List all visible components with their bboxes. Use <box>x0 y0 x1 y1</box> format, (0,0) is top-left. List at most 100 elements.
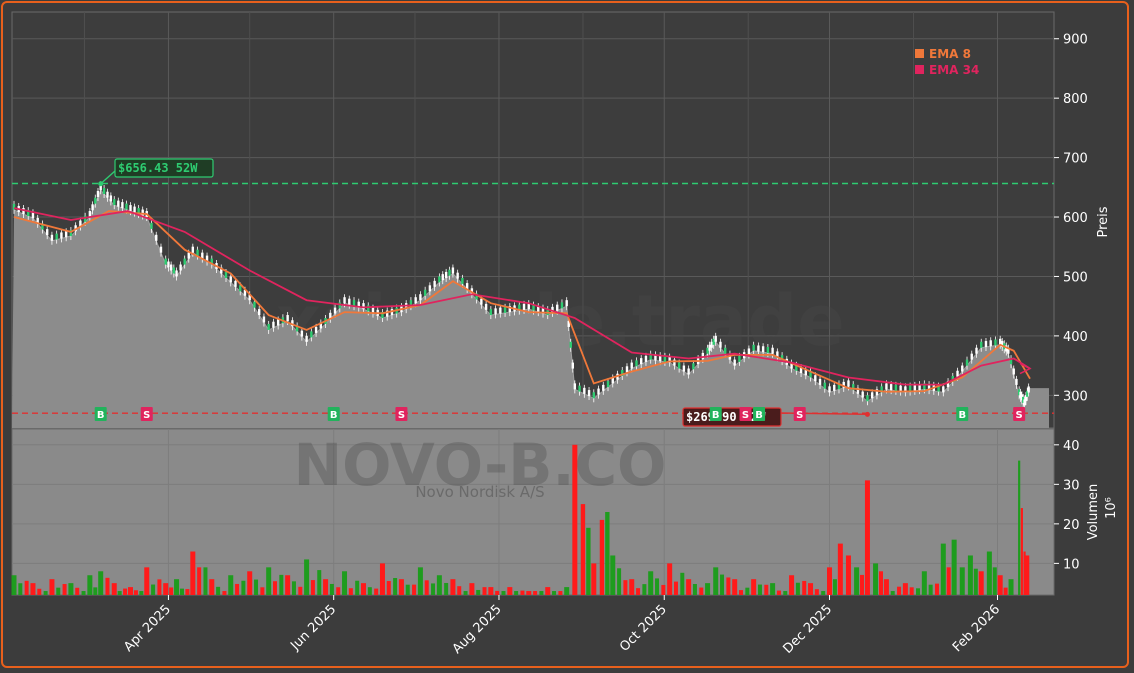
volume-bar <box>457 586 462 595</box>
sell-signal-marker <box>1013 407 1026 421</box>
volume-bar <box>272 581 277 595</box>
volume-bar <box>783 591 788 595</box>
candle-body <box>989 340 992 347</box>
candle-body <box>885 383 888 390</box>
volume-bar <box>648 571 654 595</box>
candle-body <box>428 285 432 292</box>
price-tick-label: 500 <box>1063 270 1088 285</box>
candle-body <box>367 305 370 312</box>
volume-bar <box>37 588 42 595</box>
volume-bar <box>564 587 570 595</box>
candle-body <box>276 319 280 326</box>
buy-signal-marker <box>327 407 340 421</box>
volume-bar <box>623 580 628 595</box>
high-annotation-point <box>98 181 104 187</box>
volume-bar <box>1008 579 1014 595</box>
candle-body <box>937 385 940 392</box>
candle-body <box>133 206 136 213</box>
volume-bar <box>266 567 272 595</box>
volume-bar <box>123 588 128 595</box>
candle-body <box>970 353 973 360</box>
volume-bar <box>348 588 353 595</box>
volume-bar <box>580 504 586 595</box>
candle-body <box>314 326 318 333</box>
candle-body <box>894 384 898 391</box>
sell-signal-marker <box>739 407 752 421</box>
legend-swatch-ema8 <box>915 49 924 58</box>
price-area-fill <box>12 190 1049 428</box>
volume-bar <box>967 555 973 595</box>
signal-label: S <box>1016 410 1023 421</box>
candle-body <box>961 365 964 372</box>
candle-body <box>712 338 715 345</box>
candle-body <box>310 331 313 338</box>
volume-bar <box>586 527 591 595</box>
candle-body <box>677 362 681 369</box>
candle-body <box>381 312 384 319</box>
candle-body <box>88 211 92 218</box>
watermark-ticker: NOVO-B.CO <box>294 431 667 499</box>
candle-body <box>875 389 879 396</box>
volume-tick-label: 30 <box>1063 478 1080 493</box>
candle-body <box>438 276 441 283</box>
candle-body <box>1022 396 1025 403</box>
candle-body <box>757 345 760 352</box>
volume-bar <box>921 571 927 595</box>
candle-body <box>560 302 564 309</box>
watermark-company: Novo Nordisk A/S <box>415 483 544 501</box>
ema-lines <box>13 207 1032 393</box>
volume-bar <box>986 551 992 595</box>
candle-body <box>352 300 356 307</box>
volume-bar <box>169 587 174 595</box>
candle-body <box>220 267 223 274</box>
volume-bar <box>405 584 410 595</box>
signal-label: B <box>330 410 338 421</box>
candle-body <box>747 348 751 355</box>
volume-bar <box>30 583 36 595</box>
candle-body <box>733 359 736 366</box>
candle-body <box>980 341 983 348</box>
volume-bar <box>909 587 914 595</box>
candle-body <box>611 377 614 384</box>
volume-bar <box>864 480 870 595</box>
candle-body <box>918 384 921 391</box>
candle-body <box>262 316 266 323</box>
signal-label: B <box>958 410 966 421</box>
volume-bar <box>739 590 744 595</box>
candle-body <box>461 277 464 284</box>
candle-body <box>714 335 717 342</box>
candle-body <box>91 204 94 211</box>
high-annotation-arrow <box>100 170 116 185</box>
volume-bar <box>424 580 429 595</box>
candle-body <box>719 341 722 348</box>
volume-bar <box>599 519 605 595</box>
candle-body <box>243 289 247 296</box>
volume-bar <box>751 579 757 595</box>
volume-tick-label: 20 <box>1063 518 1080 533</box>
candle-body <box>60 232 63 239</box>
volume-bar <box>821 591 826 595</box>
candle-body <box>635 360 638 367</box>
candle-body <box>229 276 232 283</box>
volume-bar <box>661 584 666 595</box>
volume-bar <box>501 591 506 595</box>
reference-lines: $656.43 52W$269.90 52W <box>12 158 1054 427</box>
volume-bar <box>1023 551 1026 595</box>
candle-body <box>64 231 68 238</box>
volume-bar <box>827 567 833 595</box>
volume-bar <box>18 583 23 595</box>
candle-body <box>419 294 422 301</box>
price-tick-label: 900 <box>1063 33 1088 48</box>
volume-bar <box>228 575 234 595</box>
volume-bar <box>629 579 635 595</box>
candle-body <box>908 385 912 392</box>
candle-body <box>870 392 874 399</box>
candle-body <box>319 322 323 329</box>
candle-body <box>169 264 173 271</box>
candle-body <box>621 370 624 376</box>
candle-body <box>927 384 931 391</box>
candle-body <box>343 297 346 304</box>
volume-bar <box>897 586 902 595</box>
candle-body <box>106 191 109 198</box>
